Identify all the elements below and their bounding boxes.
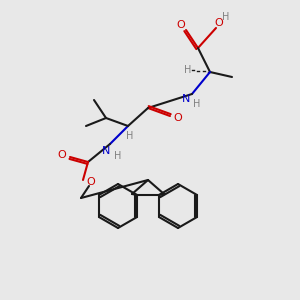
- Text: H: H: [126, 131, 134, 141]
- Text: H: H: [193, 99, 201, 109]
- Text: N: N: [102, 146, 110, 156]
- Text: O: O: [87, 177, 95, 187]
- Text: O: O: [214, 18, 224, 28]
- Text: H: H: [114, 151, 122, 161]
- Text: N: N: [182, 94, 190, 104]
- Text: O: O: [58, 150, 66, 160]
- Text: H: H: [222, 12, 230, 22]
- Text: O: O: [174, 113, 182, 123]
- Text: O: O: [177, 20, 185, 30]
- Text: H: H: [184, 65, 192, 75]
